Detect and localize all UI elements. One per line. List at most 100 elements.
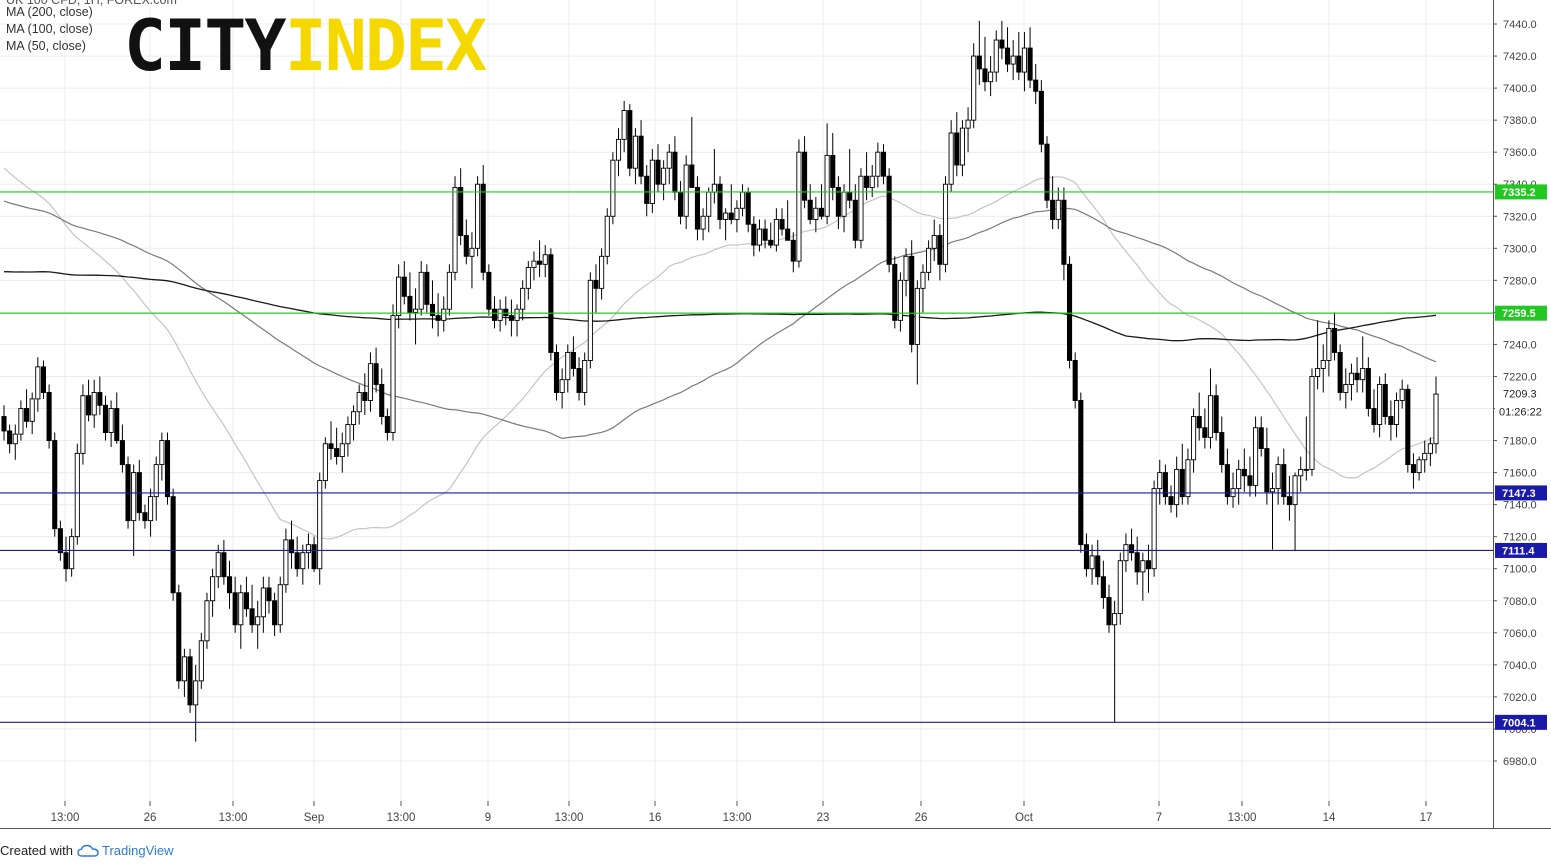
candle-153 [864, 152, 870, 201]
candle-98 [553, 344, 560, 401]
candle-132 [745, 187, 751, 233]
candle-body [277, 584, 283, 626]
logo-index: INDEX [284, 5, 488, 87]
candle-187 [1055, 187, 1061, 230]
candle-body [1258, 427, 1264, 450]
legend-ma200[interactable]: MA (200, close) [6, 5, 93, 19]
candle-body [1433, 393, 1439, 445]
candle-5 [29, 392, 35, 435]
candle-97 [548, 248, 554, 361]
candle-192 [1083, 533, 1090, 577]
candle-body [170, 496, 176, 594]
candle-body [565, 351, 571, 381]
candle-204 [1151, 480, 1157, 577]
candle-179 [1010, 40, 1016, 81]
candle-82 [463, 219, 469, 265]
candle-body [1123, 544, 1129, 562]
candle-105 [593, 264, 599, 313]
candle-136 [768, 222, 774, 249]
candle-body [1151, 488, 1157, 570]
x-tick-label: 26 [915, 812, 928, 824]
candle-52 [294, 536, 300, 577]
candle-body [582, 360, 588, 393]
candle-95 [537, 240, 543, 278]
candle-body [1207, 395, 1214, 438]
candle-body [1027, 47, 1033, 81]
candle-body [711, 183, 717, 193]
candle-200 [1129, 528, 1135, 561]
candle-body [497, 308, 503, 321]
candle-body [959, 127, 965, 166]
candle-body [542, 254, 548, 265]
candle-203 [1145, 544, 1152, 593]
candle-body [1337, 351, 1343, 393]
candle-25 [142, 504, 148, 529]
candle-body [818, 207, 825, 217]
candle-75 [424, 264, 430, 313]
candle-237 [1337, 344, 1343, 401]
y-tick-label: 7180.0 [1503, 436, 1537, 448]
candle-46 [260, 576, 266, 633]
candle-body [508, 315, 514, 321]
candle-body [7, 430, 13, 445]
last-price-countdown: 01:26:22 [1499, 407, 1542, 419]
horizontal-levels[interactable] [0, 191, 1493, 723]
candle-221 [1247, 456, 1253, 497]
level-badge-bg [1495, 305, 1547, 321]
candle-71 [401, 261, 407, 305]
candle-body [1129, 544, 1135, 554]
level-badge-2[interactable]: 7147.3 [1495, 485, 1547, 501]
footer-tradingview[interactable]: TradingView [101, 843, 174, 858]
candle-215 [1213, 384, 1219, 441]
candle-41 [232, 576, 238, 633]
level-badge-0[interactable]: 7335.2 [1495, 184, 1547, 200]
candle-84 [475, 176, 481, 257]
candle-47 [266, 576, 272, 614]
candle-207 [1168, 485, 1174, 513]
candle-163 [920, 264, 926, 313]
level-badge-3[interactable]: 7111.4 [1495, 542, 1547, 558]
y-tick-label: 7440.0 [1503, 19, 1537, 31]
candle-220 [1241, 448, 1247, 492]
legend-ma100[interactable]: MA (100, close) [6, 22, 93, 36]
level-badge-label: 7111.4 [1502, 545, 1535, 557]
candle-body [999, 39, 1005, 49]
candle-body [1275, 464, 1281, 490]
candle-224 [1264, 427, 1270, 505]
candle-body [694, 186, 700, 230]
candle-117 [661, 160, 667, 201]
level-badge-label: 7259.5 [1502, 308, 1536, 320]
candle-body [1157, 472, 1163, 490]
candle-body [1269, 488, 1276, 493]
candle-body [666, 151, 672, 169]
level-badge-4[interactable]: 7004.1 [1495, 714, 1547, 730]
y-tick-label: 7300.0 [1503, 243, 1537, 255]
candle-39 [221, 539, 227, 585]
candle-body [396, 276, 402, 317]
candle-body [362, 392, 368, 401]
candle-186 [1050, 176, 1056, 230]
candle-30 [170, 488, 176, 601]
candle-body [677, 191, 684, 217]
candle-249 [1405, 384, 1411, 473]
candle-100 [565, 344, 571, 393]
candle-164 [926, 240, 932, 281]
candle-118 [666, 144, 672, 185]
indicator-legend[interactable]: UK 100 CFD, 1H, FOREX.com MA (200, close… [6, 0, 177, 55]
candle-102 [576, 357, 582, 401]
candle-body [937, 235, 943, 265]
candle-body [339, 443, 345, 458]
candle-217 [1224, 448, 1230, 505]
footer-credit[interactable]: Created with TradingView [0, 843, 174, 858]
candle-body [559, 379, 565, 393]
level-badge-1[interactable]: 7259.5 [1495, 305, 1547, 321]
candle-body [1309, 376, 1315, 470]
candle-body [469, 247, 475, 257]
candle-body [1264, 448, 1270, 493]
candle-218 [1230, 472, 1236, 508]
candle-45 [255, 600, 261, 649]
candle-226 [1275, 456, 1281, 505]
legend-ma50[interactable]: MA (50, close) [6, 39, 86, 53]
candle-body [1224, 464, 1230, 498]
